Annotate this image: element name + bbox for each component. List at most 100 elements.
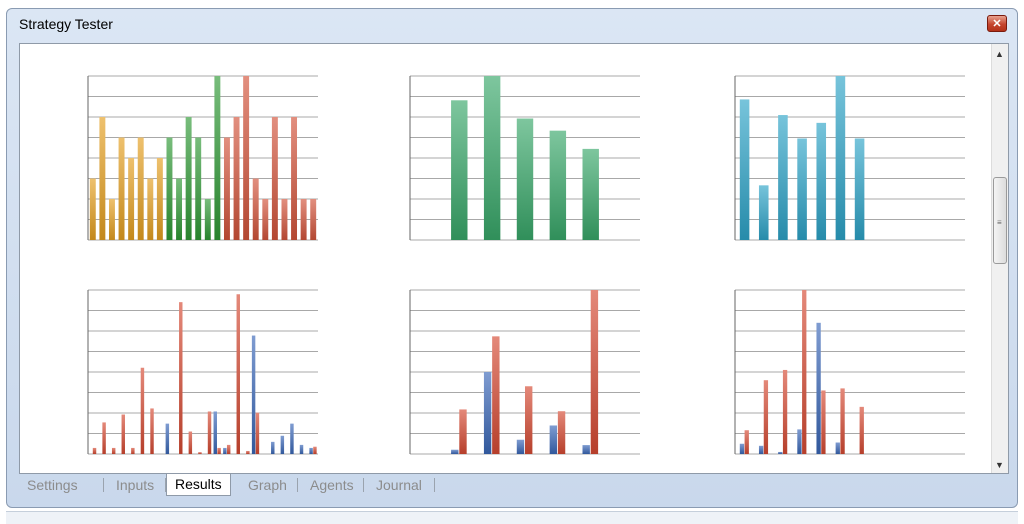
bar [204, 199, 211, 240]
bar [118, 137, 125, 240]
bar [233, 117, 240, 240]
loss-bar [217, 447, 221, 454]
bar [137, 137, 144, 240]
bar [99, 117, 106, 240]
vertical-scrollbar[interactable]: ▲ ≡ ▼ [991, 44, 1008, 473]
bar [108, 199, 115, 240]
profit-bar [516, 439, 525, 454]
chart-entries-by-weekdays [350, 48, 650, 258]
bar [739, 99, 750, 240]
profit-bar [582, 445, 590, 454]
profit-bar [451, 449, 459, 454]
loss-bar [111, 447, 116, 454]
tab-agents[interactable]: Agents [310, 477, 354, 493]
scroll-up-arrow-icon[interactable]: ▲ [995, 49, 1004, 59]
close-button[interactable]: ✕ [987, 15, 1007, 32]
loss-bar [131, 447, 135, 454]
profit-bar [213, 411, 217, 454]
bar [300, 199, 307, 240]
profit-bar [165, 423, 170, 454]
title-bar[interactable]: Strategy Tester ✕ [7, 9, 1017, 41]
tab-bar: Settings Inputs Results Graph Agents Jou… [19, 474, 1009, 497]
profit-bar [299, 444, 304, 454]
bar [252, 178, 259, 240]
scroll-down-arrow-icon[interactable]: ▼ [995, 460, 1004, 470]
loss-bar [802, 290, 807, 454]
loss-bar [140, 367, 145, 454]
tab-graph[interactable]: Graph [248, 477, 287, 493]
bar [262, 199, 269, 240]
loss-bar [525, 386, 533, 454]
chart-svg-profits-losses-by-hours [87, 289, 318, 455]
chart-svg-entries-by-hours [87, 75, 318, 241]
bar [310, 199, 317, 240]
scrollbar-thumb[interactable]: ≡ [993, 177, 1007, 264]
chart-entries-by-hours [28, 48, 328, 258]
bar [835, 76, 846, 240]
profit-bar [758, 445, 764, 454]
loss-bar [459, 409, 467, 454]
loss-bar [207, 411, 212, 454]
loss-bar [150, 408, 154, 454]
tab-inputs[interactable]: Inputs [116, 477, 155, 493]
loss-bar [763, 380, 769, 454]
tab-settings[interactable]: Settings [27, 477, 78, 493]
loss-bar [492, 336, 500, 454]
window-title: Strategy Tester [19, 16, 113, 32]
bar [89, 178, 96, 240]
loss-bar [782, 369, 788, 454]
profit-bar [251, 335, 256, 454]
bar [156, 158, 163, 240]
chart-profits-losses-by-months [675, 262, 975, 472]
bar [166, 137, 173, 240]
bar [797, 138, 807, 240]
bar [223, 137, 230, 240]
profit-bar [778, 451, 783, 454]
loss-bar [179, 302, 183, 454]
tab-separator [165, 478, 166, 492]
loss-bar [590, 290, 599, 454]
bar [281, 199, 288, 240]
loss-bar [246, 450, 250, 454]
profit-bar [835, 442, 840, 454]
chart-svg-profits-losses-by-months [734, 289, 965, 455]
profit-bar [271, 441, 275, 454]
loss-bar [236, 294, 240, 454]
bar [291, 117, 298, 240]
profit-bar [290, 423, 294, 454]
loss-bar [255, 412, 260, 454]
grip-icon: ≡ [997, 218, 1002, 227]
bar [816, 122, 827, 240]
bar [451, 100, 468, 240]
loss-bar [744, 430, 749, 454]
bar [214, 76, 221, 240]
bar [243, 76, 250, 240]
profit-bar [549, 425, 558, 454]
loss-bar [557, 411, 566, 454]
bar [176, 178, 183, 240]
loss-bar [121, 414, 125, 454]
chart-svg-profits-losses-by-weekdays [409, 289, 640, 455]
profit-bar [483, 372, 492, 454]
bar [582, 148, 599, 240]
chart-svg-entries-by-months [734, 75, 965, 241]
bar [195, 137, 202, 240]
loss-bar [840, 388, 845, 454]
bar [549, 130, 567, 240]
tab-separator [434, 478, 435, 492]
loss-bar [92, 447, 97, 454]
chart-entries-by-months [675, 48, 975, 258]
profit-bar [280, 435, 285, 454]
tab-results[interactable]: Results [166, 474, 231, 496]
profit-bar [739, 443, 745, 454]
loss-bar [859, 406, 864, 454]
chart-profits-losses-by-weekdays [350, 262, 650, 472]
loss-bar [188, 431, 193, 454]
strategy-tester-window: Strategy Tester ✕ ▲ ≡ ▼ Settings Inputs … [6, 8, 1018, 508]
profit-bar [223, 447, 227, 454]
bar [271, 117, 278, 240]
tab-journal[interactable]: Journal [376, 477, 422, 493]
bar [147, 178, 154, 240]
profit-bar [816, 322, 821, 454]
bar [185, 117, 192, 240]
